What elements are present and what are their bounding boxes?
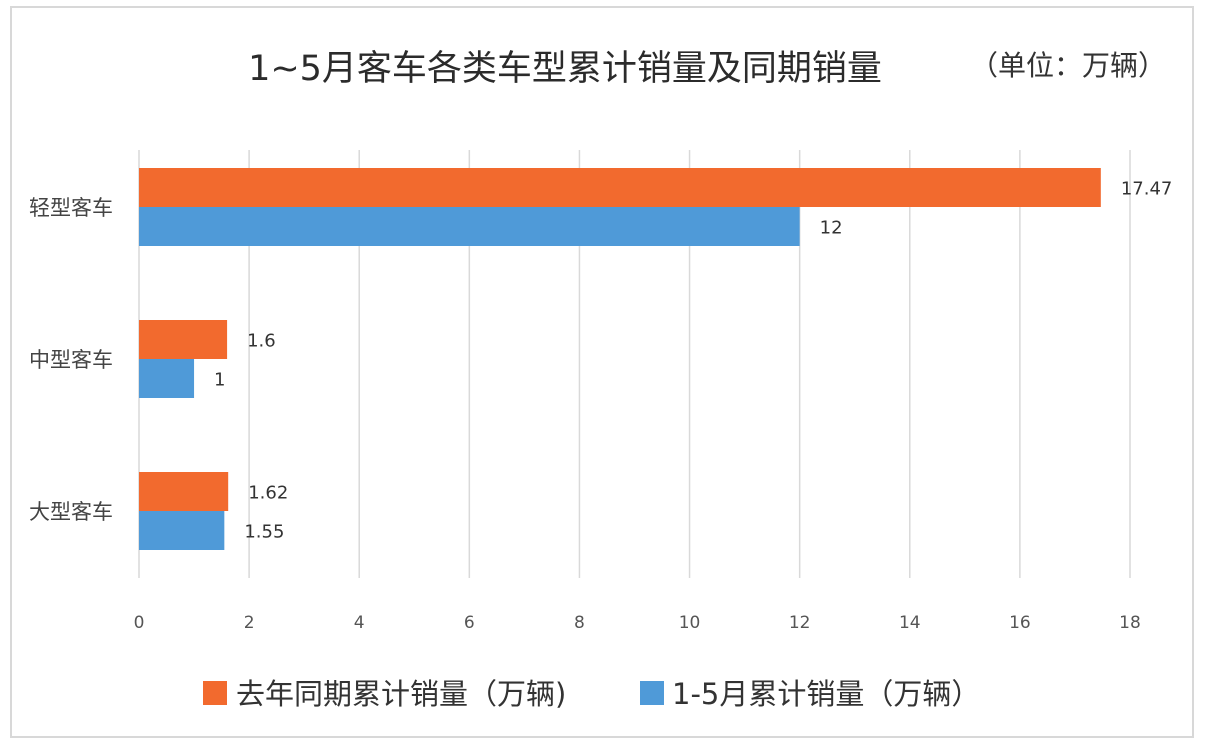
legend: 去年同期累计销量（万辆) 1-5月累计销量（万辆） bbox=[203, 677, 980, 711]
bar bbox=[139, 168, 1101, 207]
data-label: 1.6 bbox=[247, 331, 276, 352]
x-tick-label: 4 bbox=[354, 613, 365, 633]
bar bbox=[139, 320, 228, 359]
bar bbox=[139, 207, 800, 246]
chart-title: 1~5月客车各类车型累计销量及同期销量 bbox=[248, 49, 882, 89]
legend-swatch bbox=[640, 681, 664, 705]
x-tick-label: 18 bbox=[1119, 613, 1141, 633]
x-tick-label: 6 bbox=[464, 613, 475, 633]
x-tick-labels: 0 2 4 6 8 10 12 14 16 18 bbox=[134, 613, 1141, 633]
chart-frame bbox=[10, 6, 1194, 738]
bar bbox=[139, 511, 225, 550]
x-tick-label: 10 bbox=[679, 613, 701, 633]
x-tick-label: 12 bbox=[789, 613, 811, 633]
x-tick-label: 14 bbox=[899, 613, 921, 633]
data-labels: 17.47 12 1.6 1 1.62 1.55 bbox=[214, 179, 1172, 543]
bars bbox=[139, 168, 1101, 550]
legend-label: 去年同期累计销量（万辆) bbox=[236, 677, 566, 711]
data-label: 1.55 bbox=[244, 522, 284, 543]
data-label: 17.47 bbox=[1121, 179, 1173, 200]
category-label: 中型客车 bbox=[29, 348, 113, 372]
legend-swatch bbox=[203, 681, 227, 705]
x-tick-label: 8 bbox=[574, 613, 585, 633]
category-label: 轻型客车 bbox=[29, 196, 113, 220]
x-tick-label: 16 bbox=[1009, 613, 1031, 633]
unit-label: （单位：万辆） bbox=[970, 49, 1166, 82]
bar bbox=[139, 359, 195, 398]
data-label: 1.62 bbox=[248, 483, 288, 504]
x-tick-label: 0 bbox=[134, 613, 145, 633]
legend-label: 1-5月累计销量（万辆） bbox=[672, 677, 980, 711]
x-tick-label: 2 bbox=[244, 613, 255, 633]
data-label: 1 bbox=[214, 370, 225, 391]
bar bbox=[139, 472, 229, 511]
data-label: 12 bbox=[820, 218, 843, 239]
category-label: 大型客车 bbox=[29, 500, 113, 524]
